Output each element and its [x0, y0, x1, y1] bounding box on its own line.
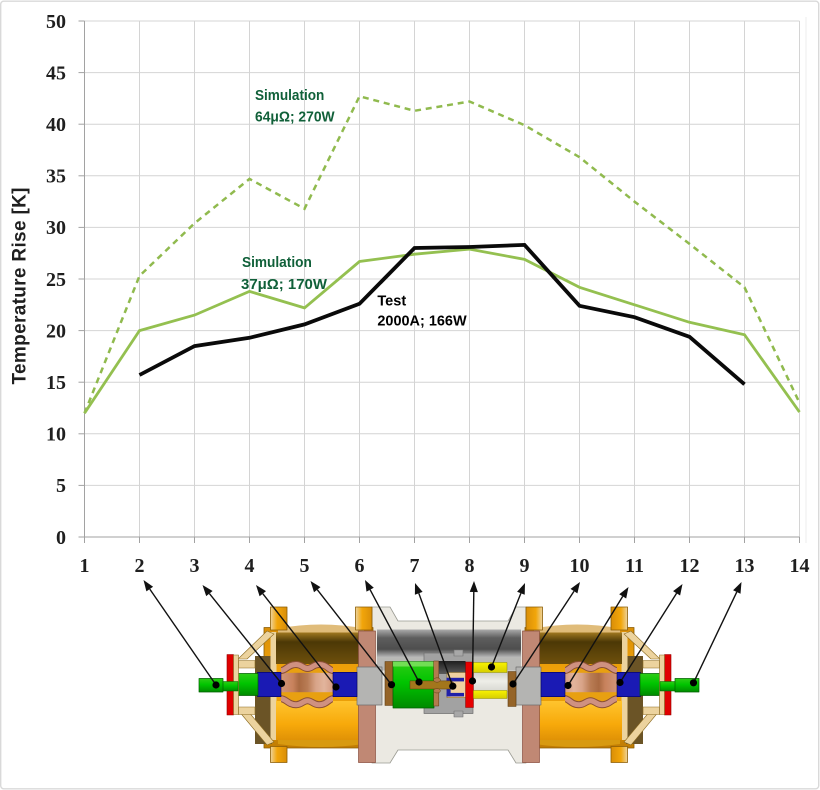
svg-text:2000A; 166W: 2000A; 166W [377, 314, 467, 330]
svg-text:Simulation: Simulation [255, 88, 324, 104]
svg-text:50: 50 [46, 11, 66, 33]
svg-text:3: 3 [190, 555, 200, 577]
svg-text:11: 11 [625, 555, 644, 577]
svg-text:0: 0 [56, 527, 66, 549]
svg-text:Test: Test [377, 294, 406, 310]
svg-text:2: 2 [135, 555, 145, 577]
svg-text:5: 5 [300, 555, 310, 577]
svg-text:8: 8 [465, 555, 475, 577]
svg-text:4: 4 [245, 555, 255, 577]
svg-text:6: 6 [355, 555, 365, 577]
svg-text:13: 13 [735, 555, 755, 577]
svg-text:Temperature Rise [K]: Temperature Rise [K] [10, 188, 31, 385]
svg-text:10: 10 [46, 424, 66, 446]
svg-text:37μΩ; 170W: 37μΩ; 170W [241, 277, 327, 293]
svg-text:14: 14 [790, 555, 810, 577]
svg-text:9: 9 [520, 555, 530, 577]
svg-text:20: 20 [46, 320, 66, 342]
svg-text:15: 15 [46, 372, 66, 394]
svg-text:10: 10 [570, 555, 590, 577]
svg-text:64μΩ; 270W: 64μΩ; 270W [255, 110, 335, 126]
svg-text:35: 35 [46, 166, 66, 188]
svg-text:25: 25 [46, 269, 66, 291]
svg-text:1: 1 [80, 555, 90, 577]
svg-text:30: 30 [46, 217, 66, 239]
svg-text:Simulation: Simulation [242, 255, 312, 271]
svg-text:5: 5 [56, 475, 66, 497]
svg-text:7: 7 [410, 555, 420, 577]
svg-text:40: 40 [46, 114, 66, 136]
svg-text:12: 12 [680, 555, 700, 577]
svg-text:45: 45 [46, 62, 66, 84]
